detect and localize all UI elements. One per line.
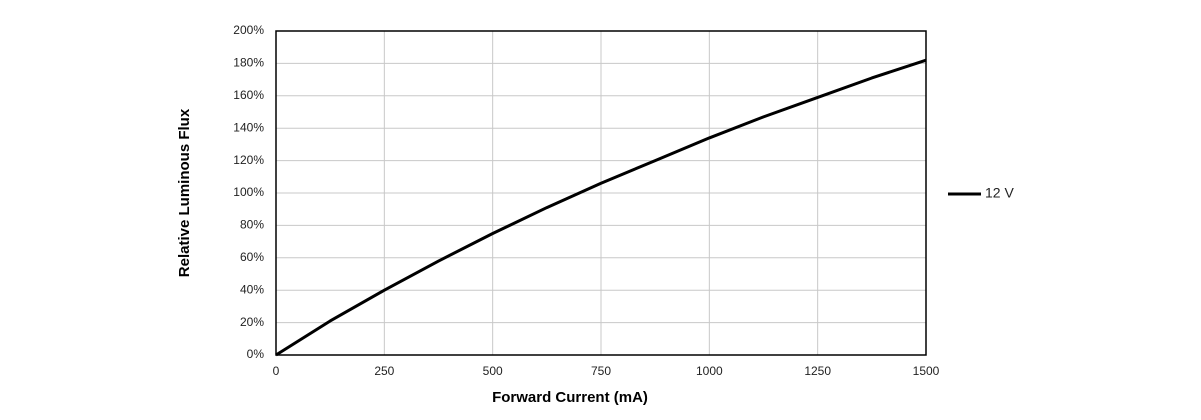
y-tick-label: 140% [233, 120, 264, 134]
y-axis-title: Relative Luminous Flux [176, 108, 193, 277]
x-tick-label: 250 [374, 364, 394, 378]
x-tick-label: 500 [483, 364, 503, 378]
y-tick-label: 100% [233, 185, 264, 199]
y-tick-label: 120% [233, 153, 264, 167]
x-tick-label: 0 [273, 364, 280, 378]
y-tick-label: 40% [240, 282, 264, 296]
x-axis-title: Forward Current (mA) [492, 389, 648, 406]
legend-label: 12 V [985, 185, 1014, 201]
y-tick-label: 60% [240, 250, 264, 264]
y-tick-label: 180% [233, 56, 264, 70]
y-tick-label: 200% [233, 23, 264, 37]
x-tick-label: 1250 [804, 364, 831, 378]
y-tick-label: 0% [247, 347, 265, 361]
x-tick-label: 1000 [696, 364, 723, 378]
y-tick-label: 20% [240, 315, 264, 329]
data-line [275, 58, 927, 357]
x-tick-label: 750 [591, 364, 611, 378]
y-tick-label: 80% [240, 218, 264, 232]
plot-frame [275, 30, 927, 356]
y-tick-label: 160% [233, 88, 264, 102]
x-tick-label: 1500 [913, 364, 940, 378]
